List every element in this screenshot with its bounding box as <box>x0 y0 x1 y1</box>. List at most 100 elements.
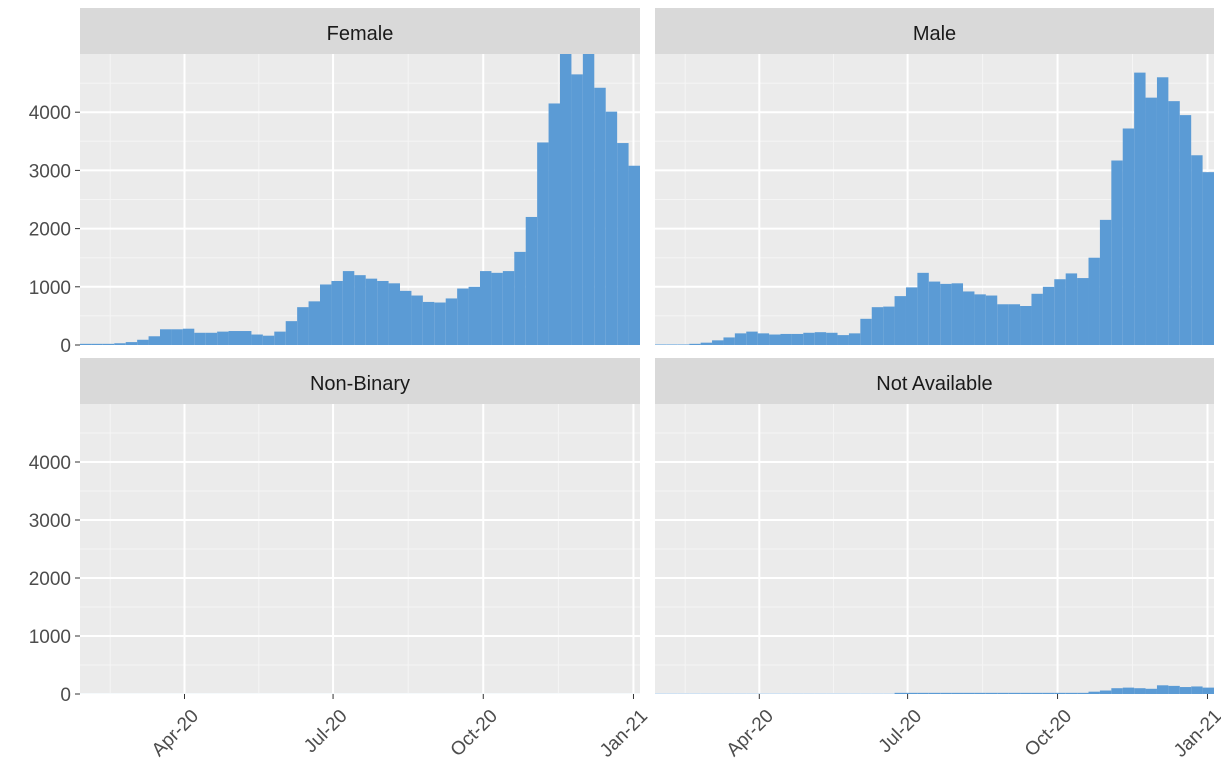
x-tick-label: Jan-21 <box>1170 706 1221 762</box>
facet-title: Male <box>913 23 956 45</box>
x-tick-label: Oct-20 <box>447 706 502 761</box>
bar <box>1122 687 1135 694</box>
facet-title: Not Available <box>876 373 992 395</box>
bar <box>274 331 286 345</box>
bar <box>434 302 446 345</box>
bar <box>1099 219 1112 345</box>
bar <box>182 328 195 345</box>
bar <box>963 692 975 694</box>
bar <box>1008 304 1021 345</box>
facet-title: Female <box>327 23 394 45</box>
bar <box>422 301 435 345</box>
bar <box>974 294 986 345</box>
bar <box>1134 688 1146 694</box>
bar <box>974 692 986 694</box>
bar <box>582 54 595 345</box>
bar <box>666 344 678 345</box>
bar <box>285 321 298 345</box>
bar <box>1088 257 1100 345</box>
bar <box>940 283 952 345</box>
bar <box>837 335 849 345</box>
bar <box>1077 278 1089 345</box>
bar <box>240 331 252 345</box>
bar <box>91 343 103 345</box>
bar <box>125 342 138 345</box>
bar <box>689 343 701 345</box>
bar <box>228 331 240 345</box>
plot-area <box>655 72 1214 345</box>
bar <box>677 344 690 345</box>
bar <box>1020 692 1032 694</box>
x-tick-label: Oct-20 <box>1021 706 1076 761</box>
bar <box>1202 687 1214 694</box>
bar <box>80 343 92 345</box>
bar <box>905 692 918 694</box>
y-tick-label: 0 <box>60 336 71 357</box>
x-tick-label: Apr-20 <box>723 706 778 761</box>
bar <box>502 271 515 345</box>
bar <box>1134 72 1146 345</box>
bar <box>365 278 378 345</box>
bar <box>297 307 309 345</box>
y-tick-label: 4000 <box>29 453 71 474</box>
bar <box>560 54 572 345</box>
bar <box>883 306 895 345</box>
bar <box>400 290 412 345</box>
bar <box>548 103 560 345</box>
plot-area <box>655 685 1214 694</box>
bar <box>1054 279 1066 345</box>
bar <box>354 275 366 345</box>
bar <box>411 295 423 345</box>
bar <box>769 334 781 345</box>
bar <box>377 280 389 345</box>
facet-strip <box>655 8 1214 54</box>
bar <box>757 333 770 345</box>
bar <box>1168 685 1180 694</box>
bar <box>1156 77 1169 345</box>
bar <box>1099 690 1112 694</box>
bar <box>331 280 343 345</box>
bar <box>617 143 629 345</box>
bar <box>1065 692 1078 694</box>
bar <box>1031 293 1043 345</box>
bar <box>985 295 998 345</box>
bar <box>308 301 320 345</box>
bar <box>917 272 929 345</box>
bar <box>1122 128 1135 345</box>
bar <box>605 111 618 345</box>
bar <box>791 333 804 345</box>
bar <box>928 281 941 345</box>
bar <box>1168 101 1180 345</box>
bar <box>205 332 218 345</box>
bar <box>985 692 998 694</box>
bar <box>1191 686 1203 694</box>
y-tick-label: 2000 <box>29 569 71 590</box>
bar <box>1179 687 1192 694</box>
bar <box>148 336 160 345</box>
bar <box>480 271 492 345</box>
y-tick-label: 0 <box>60 685 71 706</box>
bar <box>102 343 115 345</box>
bar <box>917 692 929 694</box>
bar <box>1054 692 1066 694</box>
bar <box>1042 286 1055 345</box>
bar <box>342 271 355 345</box>
bar <box>514 251 526 345</box>
bar <box>734 333 747 345</box>
bar <box>1008 692 1021 694</box>
bar <box>951 283 964 345</box>
bar <box>1111 688 1123 694</box>
x-tick-label: Jul-20 <box>300 706 351 757</box>
bar <box>457 288 469 345</box>
facet-strip <box>80 358 640 404</box>
bar <box>537 142 549 345</box>
bar <box>491 272 503 345</box>
bar <box>160 329 172 345</box>
bar <box>894 296 906 345</box>
y-tick-label: 4000 <box>29 103 71 124</box>
bar <box>1065 273 1078 345</box>
bar <box>997 692 1009 694</box>
bar <box>194 332 206 345</box>
bar <box>1020 306 1032 345</box>
